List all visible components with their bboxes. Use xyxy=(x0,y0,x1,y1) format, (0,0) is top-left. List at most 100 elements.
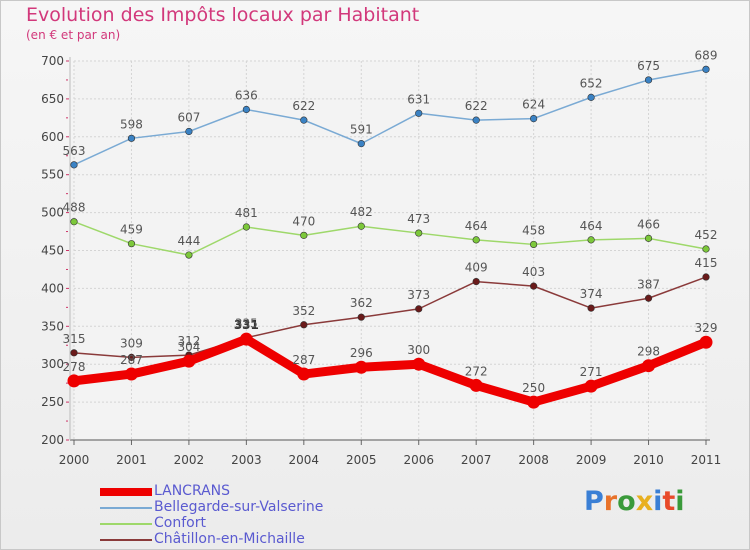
x-tick-label: 2009 xyxy=(576,453,607,467)
data-point xyxy=(702,245,710,253)
y-tick-label: 600 xyxy=(41,130,64,144)
legend-swatch xyxy=(100,488,152,496)
y-tick-label: 350 xyxy=(41,319,64,333)
data-point xyxy=(127,134,136,142)
legend-item: LANCRANS xyxy=(100,483,360,500)
data-label: 622 xyxy=(465,99,488,113)
data-label: 250 xyxy=(522,381,545,395)
data-label: 622 xyxy=(292,99,315,113)
data-label: 470 xyxy=(292,214,315,228)
legend-swatch xyxy=(100,539,152,541)
data-label: 466 xyxy=(637,217,660,231)
data-point xyxy=(702,273,710,281)
data-label: 298 xyxy=(637,345,660,359)
data-point xyxy=(644,234,653,242)
y-tick-label: 400 xyxy=(41,281,64,295)
legend: LANCRANS Bellegarde-sur-Valserine Confort C… xyxy=(100,483,360,548)
chart-title: Evolution des Impôts locaux par Habitant xyxy=(26,4,420,26)
series-line xyxy=(73,68,707,166)
x-tick-label: 2006 xyxy=(403,453,434,467)
data-label: 624 xyxy=(522,98,545,112)
data-point xyxy=(357,222,365,230)
data-label: 272 xyxy=(465,364,488,378)
series-line xyxy=(73,276,707,359)
data-label: 329 xyxy=(695,321,718,335)
data-point xyxy=(185,251,193,259)
data-label: 444 xyxy=(177,234,200,248)
data-label: 331 xyxy=(234,318,259,332)
data-label: 631 xyxy=(407,92,430,106)
data-label: 452 xyxy=(695,228,718,242)
data-label: 481 xyxy=(235,206,258,220)
logo-letter: i xyxy=(653,486,663,517)
data-point xyxy=(587,304,595,312)
data-label: 374 xyxy=(580,287,603,301)
data-point xyxy=(300,321,308,329)
data-point xyxy=(354,360,368,374)
logo-letter: o xyxy=(617,486,636,517)
data-point xyxy=(472,277,480,286)
legend-item: Confort xyxy=(100,515,360,532)
data-label: 287 xyxy=(292,353,315,367)
data-point xyxy=(415,229,423,237)
data-label: 287 xyxy=(120,353,143,367)
data-point xyxy=(242,223,250,231)
x-tick-label: 2003 xyxy=(231,453,262,467)
data-label: 636 xyxy=(235,89,258,103)
proxiti-logo: Proxiti xyxy=(584,486,685,517)
x-tick-label: 2000 xyxy=(59,453,90,467)
data-point xyxy=(300,231,308,239)
legend-item: Bellegarde-sur-Valserine xyxy=(100,499,360,516)
x-tick-label: 2011 xyxy=(691,453,722,467)
x-tick-label: 2002 xyxy=(174,453,205,467)
data-label: 278 xyxy=(63,360,86,374)
data-point xyxy=(239,332,253,346)
y-tick-label: 300 xyxy=(41,357,64,371)
data-label: 459 xyxy=(120,223,143,237)
data-point xyxy=(472,116,480,124)
logo-letter: r xyxy=(603,486,618,517)
x-tick-label: 2004 xyxy=(289,453,320,467)
x-tick-label: 2010 xyxy=(633,453,664,467)
x-tick-label: 2007 xyxy=(461,453,492,467)
data-point xyxy=(185,127,193,136)
data-label: 482 xyxy=(350,205,373,219)
data-point xyxy=(584,379,598,393)
data-point xyxy=(127,353,136,361)
series-line xyxy=(69,334,711,407)
legend-label: Confort xyxy=(154,515,206,531)
data-point xyxy=(530,240,538,249)
data-label: 335 xyxy=(235,317,258,331)
data-point xyxy=(415,305,423,313)
data-point xyxy=(67,374,81,388)
y-tick-label: 250 xyxy=(41,395,64,409)
y-tick-label: 200 xyxy=(41,433,64,447)
y-tick-label: 500 xyxy=(41,206,64,220)
logo-letter: i xyxy=(675,486,685,517)
data-point xyxy=(357,313,365,321)
data-label: 458 xyxy=(522,223,545,237)
data-label: 689 xyxy=(695,48,718,62)
data-label: 415 xyxy=(695,256,718,270)
data-label: 387 xyxy=(637,277,660,291)
logo-letter: t xyxy=(662,486,676,517)
data-point xyxy=(70,218,78,226)
data-point xyxy=(702,65,710,73)
axes: 200 250 300 350 400 450 500 550 600 650 700 2000 200… xyxy=(41,54,721,467)
data-label: 607 xyxy=(177,110,200,124)
legend-item: Châtillon-en-Michaille xyxy=(100,531,360,548)
data-point xyxy=(242,105,250,114)
data-label: 464 xyxy=(465,219,488,233)
data-label: 304 xyxy=(177,340,200,354)
y-tick-label: 650 xyxy=(41,92,64,106)
data-point xyxy=(469,378,483,392)
series-line xyxy=(73,220,707,256)
data-label: 309 xyxy=(120,336,143,350)
data-label: 373 xyxy=(407,288,430,302)
data-point xyxy=(300,116,308,124)
logo-letter: P xyxy=(584,486,604,517)
x-tick-label: 2005 xyxy=(346,453,377,467)
data-point xyxy=(527,395,541,409)
series-lines xyxy=(67,65,713,409)
y-tick-label: 700 xyxy=(41,54,64,68)
